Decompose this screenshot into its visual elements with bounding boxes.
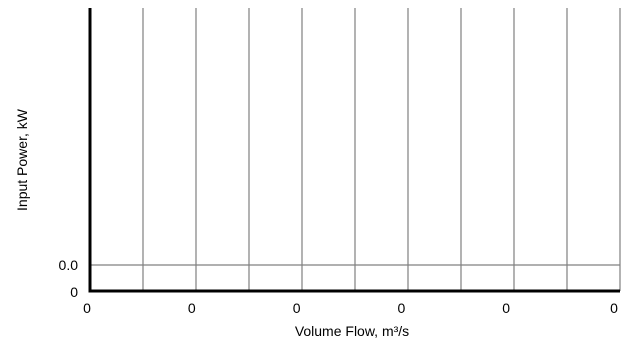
- x-tick-label: 0: [83, 300, 91, 316]
- x-tick-label: 0: [398, 300, 406, 316]
- grid-layer: [90, 8, 621, 291]
- y-tick-label: 0.0: [59, 257, 79, 273]
- tick-layer: 0 0 0 0 0 000.0: [59, 257, 619, 316]
- axis-layer: [88, 8, 620, 293]
- x-tick-label: 0: [293, 300, 301, 316]
- y-tick-label: 0: [70, 284, 78, 300]
- x-axis-title: Volume Flow, m³/s: [295, 323, 409, 339]
- x-tick-label: 0: [610, 300, 618, 316]
- y-axis-title: Input Power, kW: [14, 108, 30, 211]
- x-tick-label: 0: [502, 300, 510, 316]
- x-tick-label: 0: [188, 300, 196, 316]
